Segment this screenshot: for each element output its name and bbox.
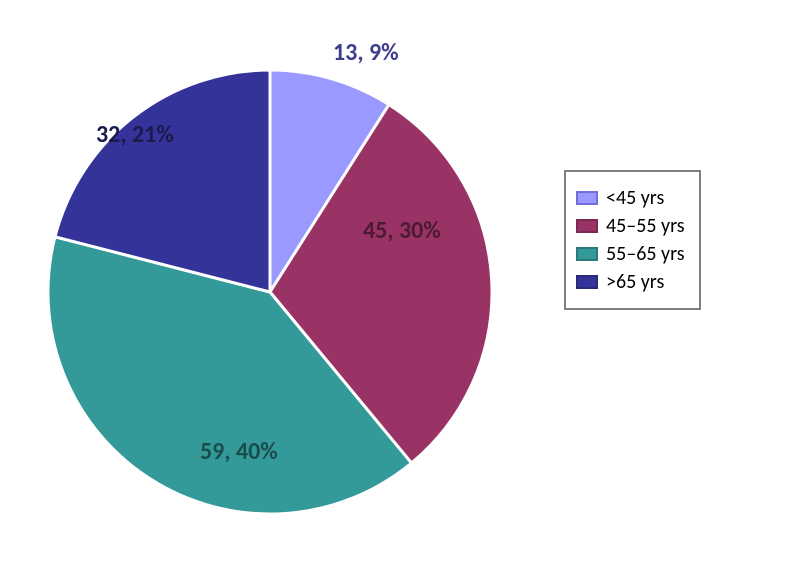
- legend-item-gt65: >65 yrs: [576, 270, 685, 294]
- legend-text-55-65: 55–65 yrs: [606, 242, 685, 266]
- slice-label-55-65: 59, 40%: [200, 437, 278, 466]
- slice-label-gt65: 32, 21%: [96, 120, 174, 149]
- legend: <45 yrs 45–55 yrs 55–65 yrs >65 yrs: [564, 170, 701, 310]
- legend-text-45-55: 45–55 yrs: [606, 214, 685, 238]
- legend-item-45-55: 45–55 yrs: [576, 214, 685, 238]
- legend-swatch-lt45: [576, 191, 598, 205]
- legend-swatch-55-65: [576, 247, 598, 261]
- legend-item-lt45: <45 yrs: [576, 186, 685, 210]
- chart-canvas: 13, 9% 45, 30% 59, 40% 32, 21% <45 yrs 4…: [0, 0, 788, 578]
- legend-text-gt65: >65 yrs: [606, 270, 664, 294]
- legend-swatch-45-55: [576, 219, 598, 233]
- legend-item-55-65: 55–65 yrs: [576, 242, 685, 266]
- legend-text-lt45: <45 yrs: [606, 186, 664, 210]
- slice-label-lt45: 13, 9%: [333, 38, 399, 67]
- legend-swatch-gt65: [576, 275, 598, 289]
- slice-label-45-55: 45, 30%: [363, 216, 441, 245]
